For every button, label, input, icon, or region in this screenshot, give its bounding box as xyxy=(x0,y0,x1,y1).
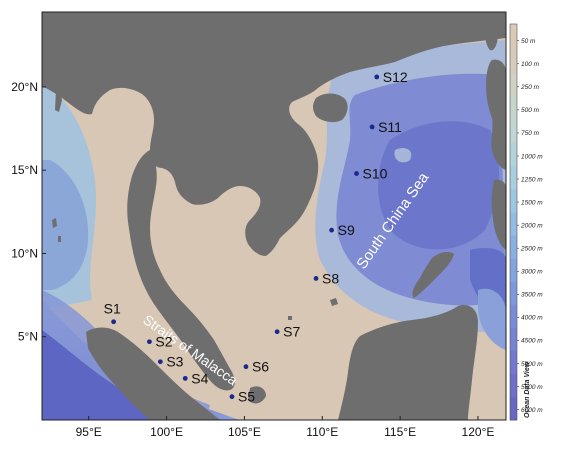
station-marker-s6 xyxy=(243,364,249,370)
sumatra-island xyxy=(86,327,220,420)
station-marker-s1 xyxy=(111,319,117,325)
colorbar-level-label: 250 m xyxy=(520,84,540,91)
colorbar-swatch-14 xyxy=(510,350,517,375)
colorbar-level-label: 5500 m xyxy=(521,384,543,391)
sulu-sea-basin xyxy=(478,288,506,350)
lon-tick-label: 95°E xyxy=(76,425,102,439)
andaman-islands xyxy=(55,90,62,112)
depth-colorbar: 50 m 100 m 250 m 500 m 750 m 1000 m 1250 m 1500… xyxy=(509,23,543,421)
lon-tick-label: 105°E xyxy=(228,425,261,439)
station-marker-s4 xyxy=(182,375,188,381)
colorbar-swatch-9 xyxy=(510,235,517,260)
colorbar-level-label: 4000 m xyxy=(521,315,543,322)
bangka-island xyxy=(248,386,266,404)
colorbar-swatch-16 xyxy=(510,396,517,421)
station-label-s5: S5 xyxy=(238,389,255,405)
anambas-islands xyxy=(288,316,292,320)
colorbar-level-label: 3500 m xyxy=(521,292,543,299)
longitude-axis: 95°E 100°E 105°E 110°E 115°E 120°E xyxy=(76,416,495,439)
station-label-s2: S2 xyxy=(155,334,172,350)
lon-tick-label: 100°E xyxy=(150,425,183,439)
natuna-islands xyxy=(330,298,338,306)
colorbar-level-label: 2500 m xyxy=(520,246,543,253)
colorbar-title: Ocean Data View xyxy=(524,361,531,418)
mainland-asia-landmass xyxy=(42,12,506,256)
colorbar-swatch-7 xyxy=(510,189,517,213)
station-marker-s11 xyxy=(369,124,375,130)
colorbar-level-label: 50 m xyxy=(521,38,536,45)
station-marker-s3 xyxy=(157,359,163,365)
station-marker-s5 xyxy=(229,394,235,400)
malay-peninsula xyxy=(127,150,235,391)
station-markers: S1 S2 S3 S4 S5 S6 S7 S8 S9 S10 S11 S12 xyxy=(104,69,408,405)
station-label-s10: S10 xyxy=(363,166,388,182)
colorbar-level-label: 1500 m xyxy=(521,199,543,206)
lat-tick-label: 10°N xyxy=(11,246,38,260)
station-label-s11: S11 xyxy=(378,119,402,135)
colorbar-swatch-6 xyxy=(510,166,517,190)
colorbar-swatch-12 xyxy=(510,304,517,329)
station-label-s8: S8 xyxy=(322,270,339,286)
station-label-s3: S3 xyxy=(166,354,183,370)
station-marker-s7 xyxy=(274,329,280,335)
lon-tick-label: 120°E xyxy=(462,425,495,439)
colorbar-level-label: 6000 m xyxy=(521,407,543,414)
station-marker-s2 xyxy=(147,339,152,345)
station-marker-s10 xyxy=(354,171,359,176)
colorbar-swatch-8 xyxy=(510,212,517,237)
colorbar-swatch-4 xyxy=(510,120,517,144)
station-marker-s8 xyxy=(313,276,319,281)
colorbar-level-label: 1250 m xyxy=(521,176,543,183)
station-label-s4: S4 xyxy=(191,370,208,386)
colorbar-level-label: 1000 m xyxy=(521,153,543,160)
colorbar-swatch-5 xyxy=(510,143,517,167)
station-label-s9: S9 xyxy=(338,222,355,238)
station-label-s7: S7 xyxy=(283,324,300,340)
lon-tick-label: 115°E xyxy=(384,425,416,439)
luzon-island xyxy=(486,59,506,171)
colorbar-level-label: 4500 m xyxy=(521,338,543,345)
station-label-s6: S6 xyxy=(252,359,269,375)
colorbar-cap xyxy=(510,24,517,28)
map-border xyxy=(41,11,507,421)
taiwan-island xyxy=(485,21,498,51)
lat-tick-label: 5°N xyxy=(18,330,38,344)
hainan-island xyxy=(313,93,348,123)
station-marker-s12 xyxy=(374,74,380,80)
colorbar-level-label: 5000 m xyxy=(521,361,543,368)
colorbar-level-label: 3000 m xyxy=(521,269,543,276)
lat-tick-label: 20°N xyxy=(11,80,38,94)
station-label-s12: S12 xyxy=(383,69,408,85)
colorbar-level-label: 2000 m xyxy=(520,222,543,229)
colorbar-swatch-13 xyxy=(510,327,517,352)
lon-tick-label: 110°E xyxy=(306,425,338,439)
colorbar-level-label: 500 m xyxy=(521,107,540,114)
colorbar-swatch-10 xyxy=(510,258,517,283)
colorbar-swatch-1 xyxy=(510,51,517,75)
palawan-island xyxy=(412,251,454,298)
colorbar-swatch-2 xyxy=(510,74,517,98)
visayas-islands xyxy=(491,179,506,250)
colorbar-swatch-15 xyxy=(510,373,517,398)
lat-tick-label: 15°N xyxy=(11,163,38,177)
latitude-axis: 5°N 10°N 15°N 20°N xyxy=(11,80,46,344)
nicobar-islands xyxy=(52,218,61,242)
borneo-island xyxy=(338,304,478,420)
colorbar-swatch-11 xyxy=(510,281,517,306)
map-area: Straits of Malacca South China Sea S1S2S… xyxy=(42,12,506,420)
scs-shallow-bank xyxy=(394,148,412,163)
colorbar-border xyxy=(509,23,518,421)
colorbar-swatch-0 xyxy=(510,28,517,52)
land-masses xyxy=(42,12,506,420)
station-label-s1: S1 xyxy=(104,301,121,317)
andaman-sea-basin xyxy=(42,160,89,290)
station-marker-s9 xyxy=(329,227,335,233)
colorbar-level-label: 750 m xyxy=(521,130,540,137)
colorbar-swatch-3 xyxy=(510,97,517,121)
colorbar-level-label: 100 m xyxy=(521,61,540,68)
